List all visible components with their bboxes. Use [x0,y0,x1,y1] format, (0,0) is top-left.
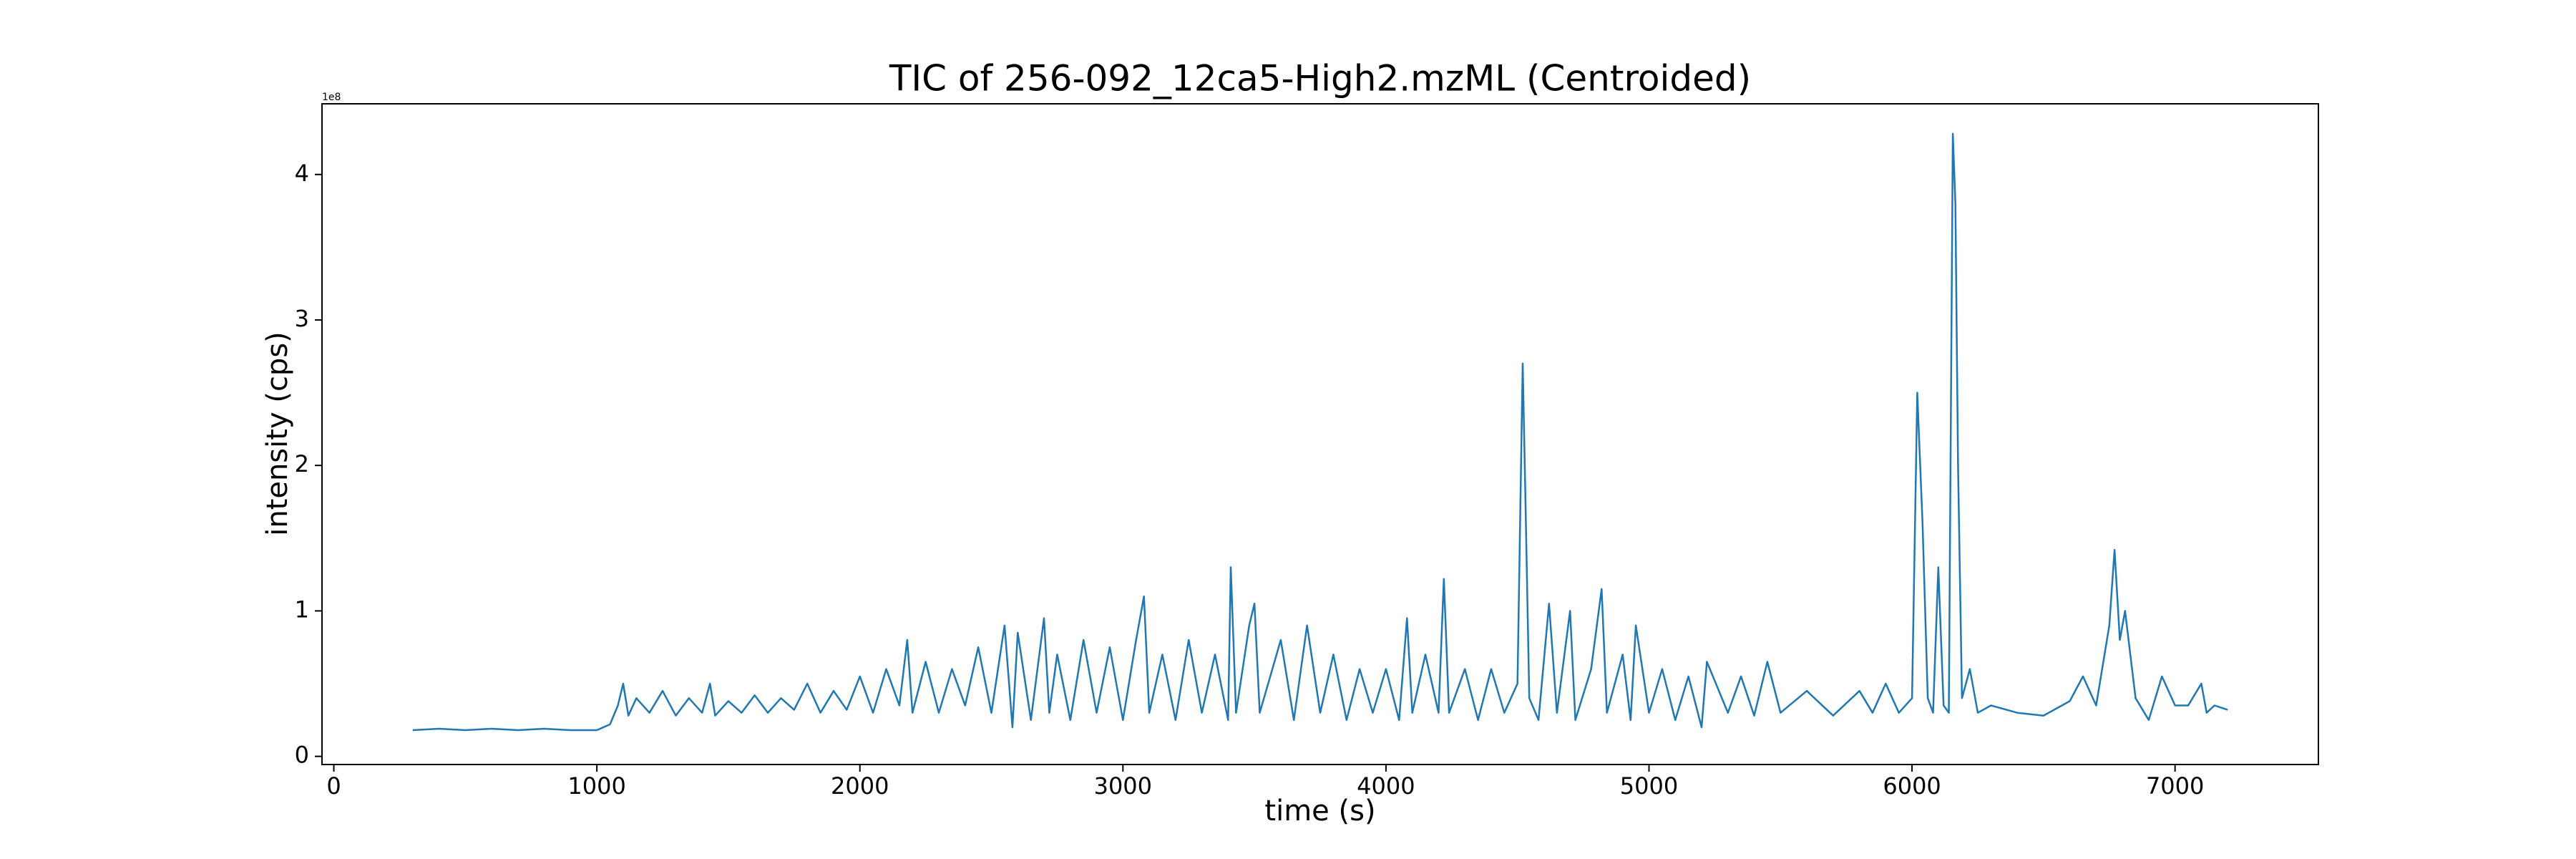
y-tick-label: 1 [295,596,309,623]
y-axis-label: intensity (cps) [261,331,294,536]
x-tick-label: 2000 [831,772,889,800]
data-line [412,132,2228,732]
y-tick-label: 3 [295,305,309,332]
plot-frame [321,103,2319,765]
x-tick-label: 1000 [567,772,625,800]
y-tick-label: 2 [295,450,309,477]
y-tick-label: 4 [295,160,309,187]
y-tick-label: 0 [295,742,309,769]
x-tick-label: 7000 [2146,772,2204,800]
x-tick-label: 4000 [1357,772,1415,800]
x-tick-label: 0 [326,772,341,800]
x-tick-label: 5000 [1620,772,1678,800]
x-tick-label: 3000 [1094,772,1152,800]
y-offset-label: 1e8 [322,92,341,103]
x-axis-label: time (s) [1264,795,1375,828]
x-tick-label: 6000 [1883,772,1941,800]
chart-title: TIC of 256-092_12ca5-High2.mzML (Centroi… [889,58,1751,100]
